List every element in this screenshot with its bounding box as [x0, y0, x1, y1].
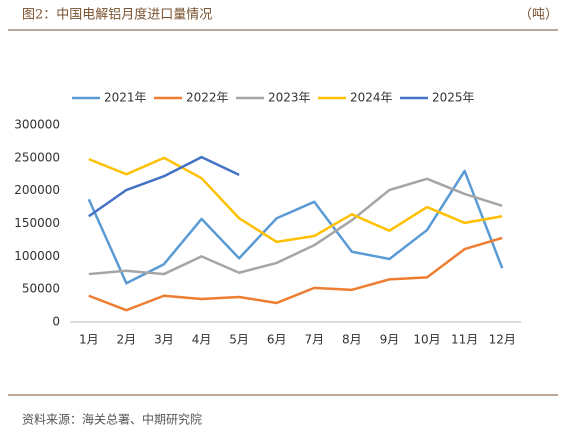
y-tick-label: 150000	[14, 216, 60, 230]
y-tick-label: 250000	[14, 150, 60, 164]
legend-label: 2021年	[104, 91, 147, 105]
unit-label: （吨）	[519, 8, 558, 23]
y-tick-label: 50000	[22, 282, 60, 296]
x-tick-label: 5月	[229, 333, 249, 347]
legend-label: 2022年	[186, 91, 229, 105]
x-tick-label: 2月	[117, 333, 137, 347]
x-tick-label: 6月	[267, 333, 287, 347]
y-tick-label: 100000	[14, 249, 60, 263]
x-tick-label: 1月	[79, 333, 99, 347]
legend-label: 2023年	[268, 91, 311, 105]
y-tick-label: 300000	[14, 118, 60, 132]
chart-title: 图2：中国电解铝月度进口量情况	[22, 7, 212, 23]
legend-label: 2024年	[350, 91, 393, 105]
x-tick-label: 7月	[304, 333, 324, 347]
series-line	[88, 156, 503, 244]
x-tick-label: 11月	[451, 333, 478, 347]
series-line	[87, 169, 504, 285]
x-tick-label: 8月	[342, 333, 362, 347]
x-tick-label: 12月	[489, 333, 516, 347]
x-tick-label: 3月	[154, 333, 174, 347]
x-tick-label: 9月	[380, 333, 400, 347]
series-line	[88, 155, 240, 218]
series-line	[88, 177, 503, 276]
legend-label: 2025年	[432, 91, 475, 105]
x-tick-label: 10月	[413, 333, 440, 347]
x-tick-label: 4月	[192, 333, 212, 347]
series-line	[88, 236, 503, 312]
source-note: 资料来源：海关总署、中期研究院	[22, 412, 202, 427]
y-tick-label: 0	[52, 315, 60, 329]
y-tick-label: 200000	[14, 183, 60, 197]
